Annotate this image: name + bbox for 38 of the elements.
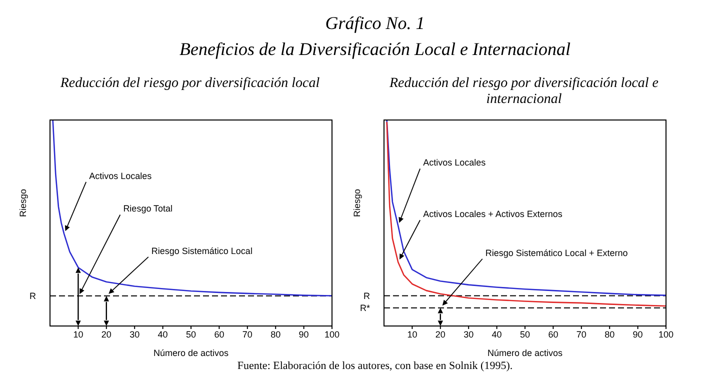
x-tick-label: 80	[270, 329, 281, 340]
y-axis-title: Riesgo	[18, 188, 28, 218]
annotation: Riesgo Total	[123, 204, 173, 214]
x-tick-label: 100	[324, 329, 340, 340]
text: Gráfico No. 1	[324, 12, 426, 35]
x-tick-label: 80	[604, 329, 615, 340]
x-tick-label: 20	[435, 329, 446, 340]
x-tick-label: 10	[407, 329, 418, 340]
x-tick-label: 50	[520, 329, 530, 340]
chart-title: Reducción del riesgo por diversificación local e internacional	[388, 76, 660, 109]
x-tick-label: 30	[130, 329, 140, 340]
ref-line-label: R*	[360, 303, 370, 314]
x-tick-label: 20	[101, 329, 112, 340]
annotation: Activos Locales	[423, 158, 486, 168]
annotation: Riesgo Sistemático Local + Externo	[485, 248, 628, 258]
x-tick-label: 60	[548, 329, 558, 340]
text: Beneficios de la Diversificación Local e Internacional	[178, 38, 572, 61]
x-tick-label: 40	[158, 329, 168, 340]
x-tick-label: 100	[658, 329, 674, 340]
annotation: Activos Locales	[89, 170, 152, 181]
x-tick-label: 90	[298, 329, 309, 340]
chart-title: Reducción del riesgo por diversificación local	[59, 76, 321, 93]
ref-line-label: R	[30, 291, 36, 302]
annotation: Riesgo Sistemático Local	[151, 246, 252, 256]
x-axis-title: Número de activos	[487, 348, 564, 358]
x-axis-title: Número de activos	[153, 348, 230, 358]
x-tick-label: 10	[73, 329, 84, 340]
source-note: Fuente: Elaboración de los autores, con base en Solnik (1995).	[236, 360, 514, 372]
x-tick-label: 70	[242, 329, 252, 340]
x-tick-label: 40	[492, 329, 502, 340]
x-tick-label: 60	[214, 329, 224, 340]
x-tick-label: 30	[464, 329, 474, 340]
x-tick-label: 50	[186, 329, 196, 340]
x-tick-label: 90	[632, 329, 643, 340]
ref-line-label: R	[364, 290, 370, 301]
x-tick-label: 70	[576, 329, 586, 340]
annotation: Activos Locales + Activos Externos	[423, 209, 563, 220]
y-axis-title: Riesgo	[352, 188, 362, 218]
